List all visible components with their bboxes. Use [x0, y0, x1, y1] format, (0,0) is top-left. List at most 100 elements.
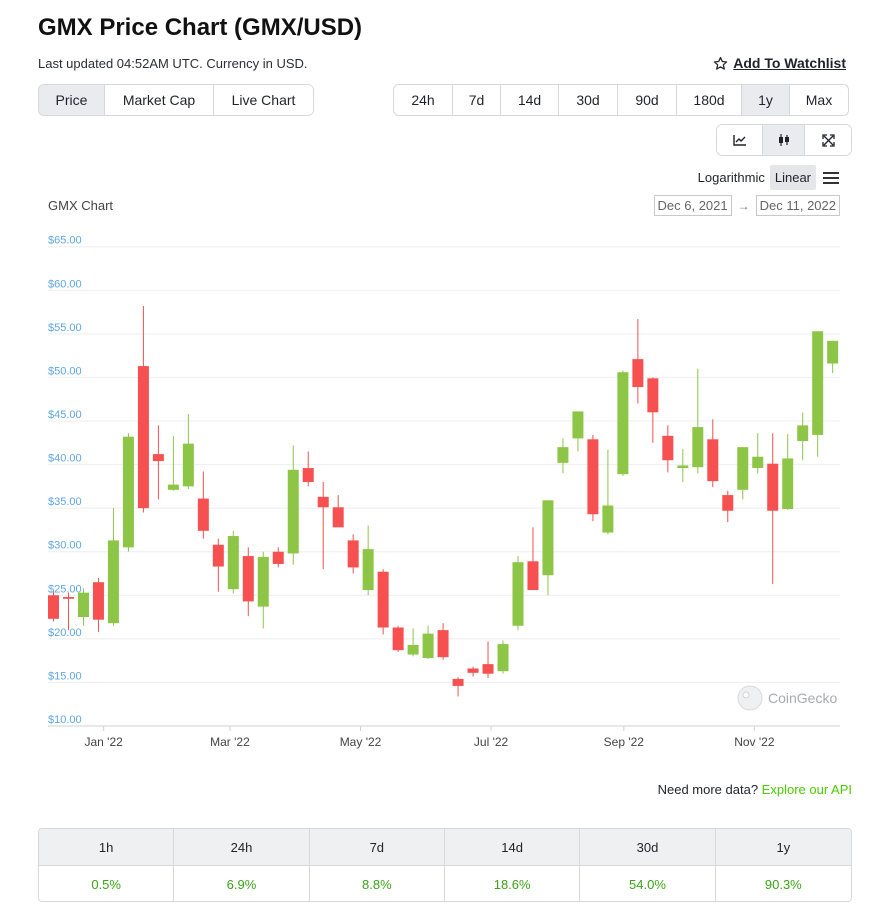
candle-down[interactable] — [662, 425, 674, 473]
coingecko-logo-icon — [737, 685, 763, 711]
candle-up[interactable] — [122, 433, 134, 552]
line-chart-button[interactable] — [717, 125, 763, 155]
candle-up[interactable] — [107, 508, 119, 626]
candle-body — [587, 439, 599, 515]
candlestick-chart[interactable]: $10.00 $15.00 $20.00 $25.00 $30.00 $35.00 $40.… — [0, 220, 876, 760]
range-90d-button[interactable]: 90d — [618, 85, 677, 115]
candle-up[interactable] — [557, 438, 569, 474]
candle-down[interactable] — [392, 625, 404, 652]
candle-down[interactable] — [467, 666, 479, 677]
candle-up[interactable] — [287, 445, 299, 565]
candle-up[interactable] — [257, 551, 269, 629]
menu-icon[interactable] — [822, 170, 840, 186]
date-from-input[interactable]: Dec 6, 2021 — [653, 195, 732, 216]
candle-up[interactable] — [542, 500, 554, 596]
candle-down[interactable] — [242, 547, 254, 617]
range-30d-button[interactable]: 30d — [559, 85, 618, 115]
date-to-input[interactable]: Dec 11, 2022 — [755, 195, 840, 216]
x-tick-label: Jan '22 — [84, 735, 123, 749]
period-header-1y: 1y — [715, 829, 851, 866]
change-value-1y: 90.3% — [715, 866, 851, 901]
candle-up[interactable] — [497, 640, 509, 674]
candle-body — [257, 556, 269, 607]
tab-live-chart[interactable]: Live Chart — [214, 85, 313, 115]
candle-body — [527, 561, 539, 591]
price-change-table: 1h 24h 7d 14d 30d 1y 0.5% 6.9% 8.8% 18.6… — [38, 828, 852, 902]
period-header-24h: 24h — [174, 829, 310, 866]
candle-down[interactable] — [482, 641, 494, 679]
candle-up[interactable] — [77, 588, 89, 626]
candle-down[interactable] — [302, 451, 314, 487]
candle-down[interactable] — [347, 534, 359, 574]
candle-up[interactable] — [227, 530, 239, 594]
candle-body — [182, 443, 194, 487]
candle-down[interactable] — [137, 305, 149, 513]
logarithmic-scale-option[interactable]: Logarithmic — [697, 170, 765, 185]
candlestick-button[interactable] — [763, 125, 805, 155]
more-data-row: Need more data? Explore our API — [658, 782, 852, 797]
explore-api-link[interactable]: Explore our API — [761, 782, 852, 797]
candle-up[interactable] — [602, 449, 614, 535]
range-180d-button[interactable]: 180d — [677, 85, 742, 115]
candle-down[interactable] — [212, 538, 224, 592]
candle-up[interactable] — [362, 525, 374, 596]
range-7d-button[interactable]: 7d — [453, 85, 501, 115]
candle-down[interactable] — [647, 377, 659, 443]
candle-up[interactable] — [692, 368, 704, 474]
watermark-text: CoinGecko — [768, 690, 837, 706]
candle-up[interactable] — [167, 435, 179, 491]
candlestick-icon — [778, 134, 789, 146]
candle-up[interactable] — [512, 556, 524, 631]
time-range-selector: 24h 7d 14d 30d 90d 180d 1y Max — [393, 84, 849, 116]
tab-market-cap[interactable]: Market Cap — [105, 85, 214, 115]
candle-down[interactable] — [437, 623, 449, 660]
candle-up[interactable] — [782, 434, 794, 510]
candle-up[interactable] — [812, 331, 824, 457]
candle-down[interactable] — [722, 490, 734, 523]
candle-up[interactable] — [827, 340, 839, 374]
candle-down[interactable] — [452, 677, 464, 697]
candle-body — [647, 378, 659, 413]
candle-down[interactable] — [62, 592, 74, 631]
y-tick-label: $15.00 — [48, 670, 82, 682]
candle-up[interactable] — [677, 448, 689, 482]
y-tick-label: $65.00 — [48, 235, 82, 247]
candle-down[interactable] — [587, 434, 599, 522]
candle-down[interactable] — [707, 419, 719, 488]
y-tick-label: $20.00 — [48, 627, 82, 639]
x-tick-label: May '22 — [340, 735, 382, 749]
candle-body — [287, 469, 299, 554]
candle-up[interactable] — [407, 628, 419, 657]
change-value-30d: 54.0% — [580, 866, 716, 901]
candle-down[interactable] — [92, 577, 104, 632]
range-14d-button[interactable]: 14d — [501, 85, 559, 115]
candle-up[interactable] — [182, 414, 194, 489]
range-max-button[interactable]: Max — [790, 85, 848, 115]
linear-scale-option[interactable]: Linear — [769, 165, 816, 190]
candle-down[interactable] — [377, 569, 389, 635]
fullscreen-button[interactable] — [805, 125, 851, 155]
candle-up[interactable] — [797, 412, 809, 461]
more-data-text: Need more data? — [657, 782, 759, 797]
range-1y-button[interactable]: 1y — [742, 85, 790, 115]
candle-down[interactable] — [152, 425, 164, 500]
candle-up[interactable] — [737, 447, 749, 500]
tab-price[interactable]: Price — [39, 85, 105, 115]
candle-down[interactable] — [332, 495, 344, 528]
candle-up[interactable] — [752, 433, 764, 474]
candle-body — [437, 630, 449, 658]
period-header-7d: 7d — [309, 829, 445, 866]
candle-down[interactable] — [527, 527, 539, 591]
range-24h-button[interactable]: 24h — [394, 85, 453, 115]
candle-down[interactable] — [48, 590, 59, 622]
candle-down[interactable] — [317, 482, 329, 570]
candle-body — [557, 447, 569, 463]
add-to-watchlist-button[interactable]: Add To Watchlist — [713, 55, 846, 71]
candle-down[interactable] — [197, 471, 209, 539]
candle-down[interactable] — [632, 319, 644, 404]
candle-up[interactable] — [617, 370, 629, 476]
candle-down[interactable] — [272, 547, 284, 568]
candle-down[interactable] — [767, 433, 779, 584]
candle-up[interactable] — [572, 411, 584, 452]
candle-up[interactable] — [422, 625, 434, 659]
